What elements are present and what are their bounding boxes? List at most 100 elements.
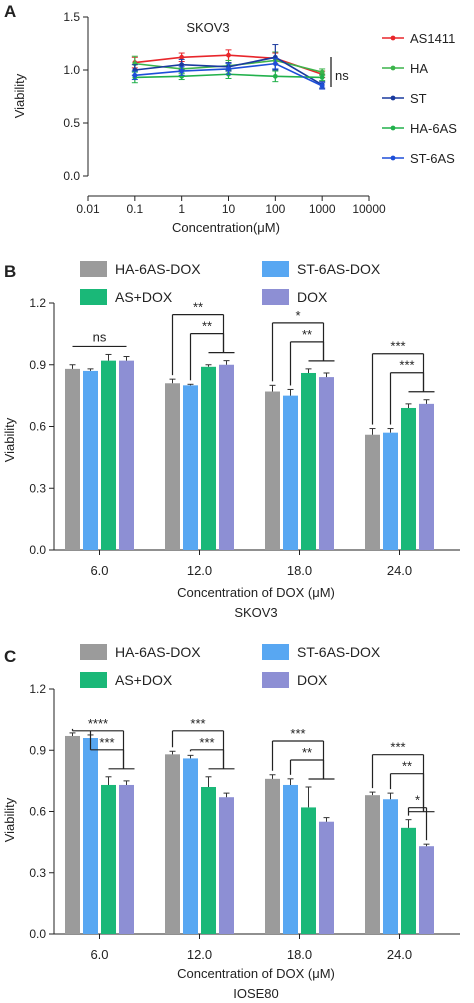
data-point: [179, 68, 185, 74]
bar: [201, 787, 216, 934]
y-tick-label: 0.9: [29, 358, 46, 372]
bar: [65, 735, 80, 934]
panel-a-ns-label: ns: [335, 68, 349, 83]
panel-b-bars: [65, 353, 434, 550]
x-tick-label: 1000: [309, 202, 336, 216]
bar: [265, 391, 280, 550]
y-tick-label: 1.2: [29, 682, 46, 696]
category-label: 18.0: [287, 947, 312, 962]
legend-swatch: [262, 289, 289, 305]
panel-b-legend: HA-6AS-DOX ST-6AS-DOX AS+DOX DOX: [80, 261, 381, 305]
panel-c-categories: 6.0 12.0 18.0 24.0: [90, 934, 412, 962]
legend-marker: [390, 155, 396, 161]
y-tick-label: 0.6: [29, 805, 46, 819]
panel-b-cell-line: SKOV3: [234, 605, 277, 620]
panel-a-title: SKOV3: [186, 20, 229, 35]
bar: [319, 821, 334, 934]
legend-swatch: [80, 289, 107, 305]
data-point: [272, 61, 278, 67]
legend-label: DOX: [297, 289, 328, 305]
panel-a-series: [131, 44, 326, 90]
sig-label: ***: [390, 339, 405, 354]
legend-swatch: [262, 672, 289, 688]
panel-c-significance: ****************** ******: [71, 716, 435, 841]
sig-label: ***: [199, 735, 214, 750]
panel-a-y-label: Viability: [12, 73, 27, 118]
data-point: [132, 72, 138, 78]
y-tick-label: 0.3: [29, 481, 46, 495]
y-tick-label: 1.2: [29, 296, 46, 310]
sig-label: **: [402, 759, 412, 774]
legend-marker: [390, 95, 396, 101]
panel-c-letter: C: [4, 647, 16, 666]
data-point: [272, 73, 278, 79]
legend-label: ST-6AS: [410, 151, 455, 166]
y-tick-label: 0.0: [29, 927, 46, 941]
panel-a-x-ticks: 0.01 0.1 1 10 100 1000 10000: [76, 196, 386, 216]
data-point: [179, 54, 185, 60]
category-label: 6.0: [90, 947, 108, 962]
panel-b: B HA-6AS-DOX ST-6AS-DOX AS+DOX DOX Viabilit…: [2, 261, 460, 620]
bar: [183, 385, 198, 550]
legend-swatch: [262, 261, 289, 277]
legend-label: HA-6AS: [410, 121, 457, 136]
category-label: 12.0: [187, 563, 212, 578]
x-tick-label: 10000: [352, 202, 386, 216]
series-st-6as: [131, 57, 326, 90]
legend-marker: [390, 125, 396, 131]
category-label: 12.0: [187, 947, 212, 962]
legend-label: HA-6AS-DOX: [115, 644, 201, 660]
legend-label: ST: [410, 91, 427, 106]
panel-c-x-label: Concentration of DOX (μM): [177, 966, 335, 981]
sig-label: ****: [88, 716, 108, 731]
sig-label: **: [302, 327, 312, 342]
data-point: [319, 83, 325, 89]
y-tick-label: 0.9: [29, 743, 46, 757]
legend-label: AS1411: [410, 31, 455, 46]
panel-b-letter: B: [4, 262, 16, 281]
sig-label: **: [202, 319, 212, 334]
sig-label: ***: [99, 735, 114, 750]
category-label: 18.0: [287, 563, 312, 578]
bar: [401, 407, 416, 550]
bar: [283, 395, 298, 550]
y-tick-label: 1.5: [63, 10, 80, 24]
bar: [119, 360, 134, 550]
bar: [301, 807, 316, 934]
bar: [301, 372, 316, 550]
legend-label: HA-6AS-DOX: [115, 261, 201, 277]
panel-a: A SKOV3 Viability Concentration(μM) 0.00…: [4, 2, 457, 235]
legend-swatch: [262, 644, 289, 660]
sig-label: ***: [399, 358, 414, 373]
legend-label: DOX: [297, 672, 328, 688]
y-tick-label: 0.0: [29, 543, 46, 557]
y-tick-label: 0.0: [63, 169, 80, 183]
y-tick-label: 0.6: [29, 420, 46, 434]
category-label: 6.0: [90, 563, 108, 578]
bar: [365, 434, 380, 550]
legend-swatch: [80, 672, 107, 688]
bar: [101, 360, 116, 550]
bar: [83, 370, 98, 550]
panel-a-legend: AS1411 HA ST HA-6AS ST-6AS: [382, 31, 457, 166]
x-tick-label: 1: [178, 202, 185, 216]
legend-marker: [390, 65, 396, 71]
legend-swatch: [80, 644, 107, 660]
bar: [419, 403, 434, 550]
bar: [383, 799, 398, 934]
legend-label: HA: [410, 61, 428, 76]
sig-label: ***: [290, 726, 305, 741]
sig-label: **: [302, 745, 312, 760]
bar: [401, 827, 416, 934]
bar: [219, 797, 234, 934]
panel-a-y-ticks: 0.0 0.5 1.0 1.5: [63, 10, 88, 183]
legend-marker: [390, 35, 396, 41]
sig-label: *: [415, 793, 420, 808]
category-label: 24.0: [387, 947, 412, 962]
bar: [83, 738, 98, 934]
bar: [383, 432, 398, 550]
data-point: [319, 75, 325, 80]
panel-c-legend: HA-6AS-DOX ST-6AS-DOX AS+DOX DOX: [80, 644, 381, 688]
panel-b-significance: ns*************: [72, 300, 435, 425]
panel-c-bars: [65, 732, 434, 934]
